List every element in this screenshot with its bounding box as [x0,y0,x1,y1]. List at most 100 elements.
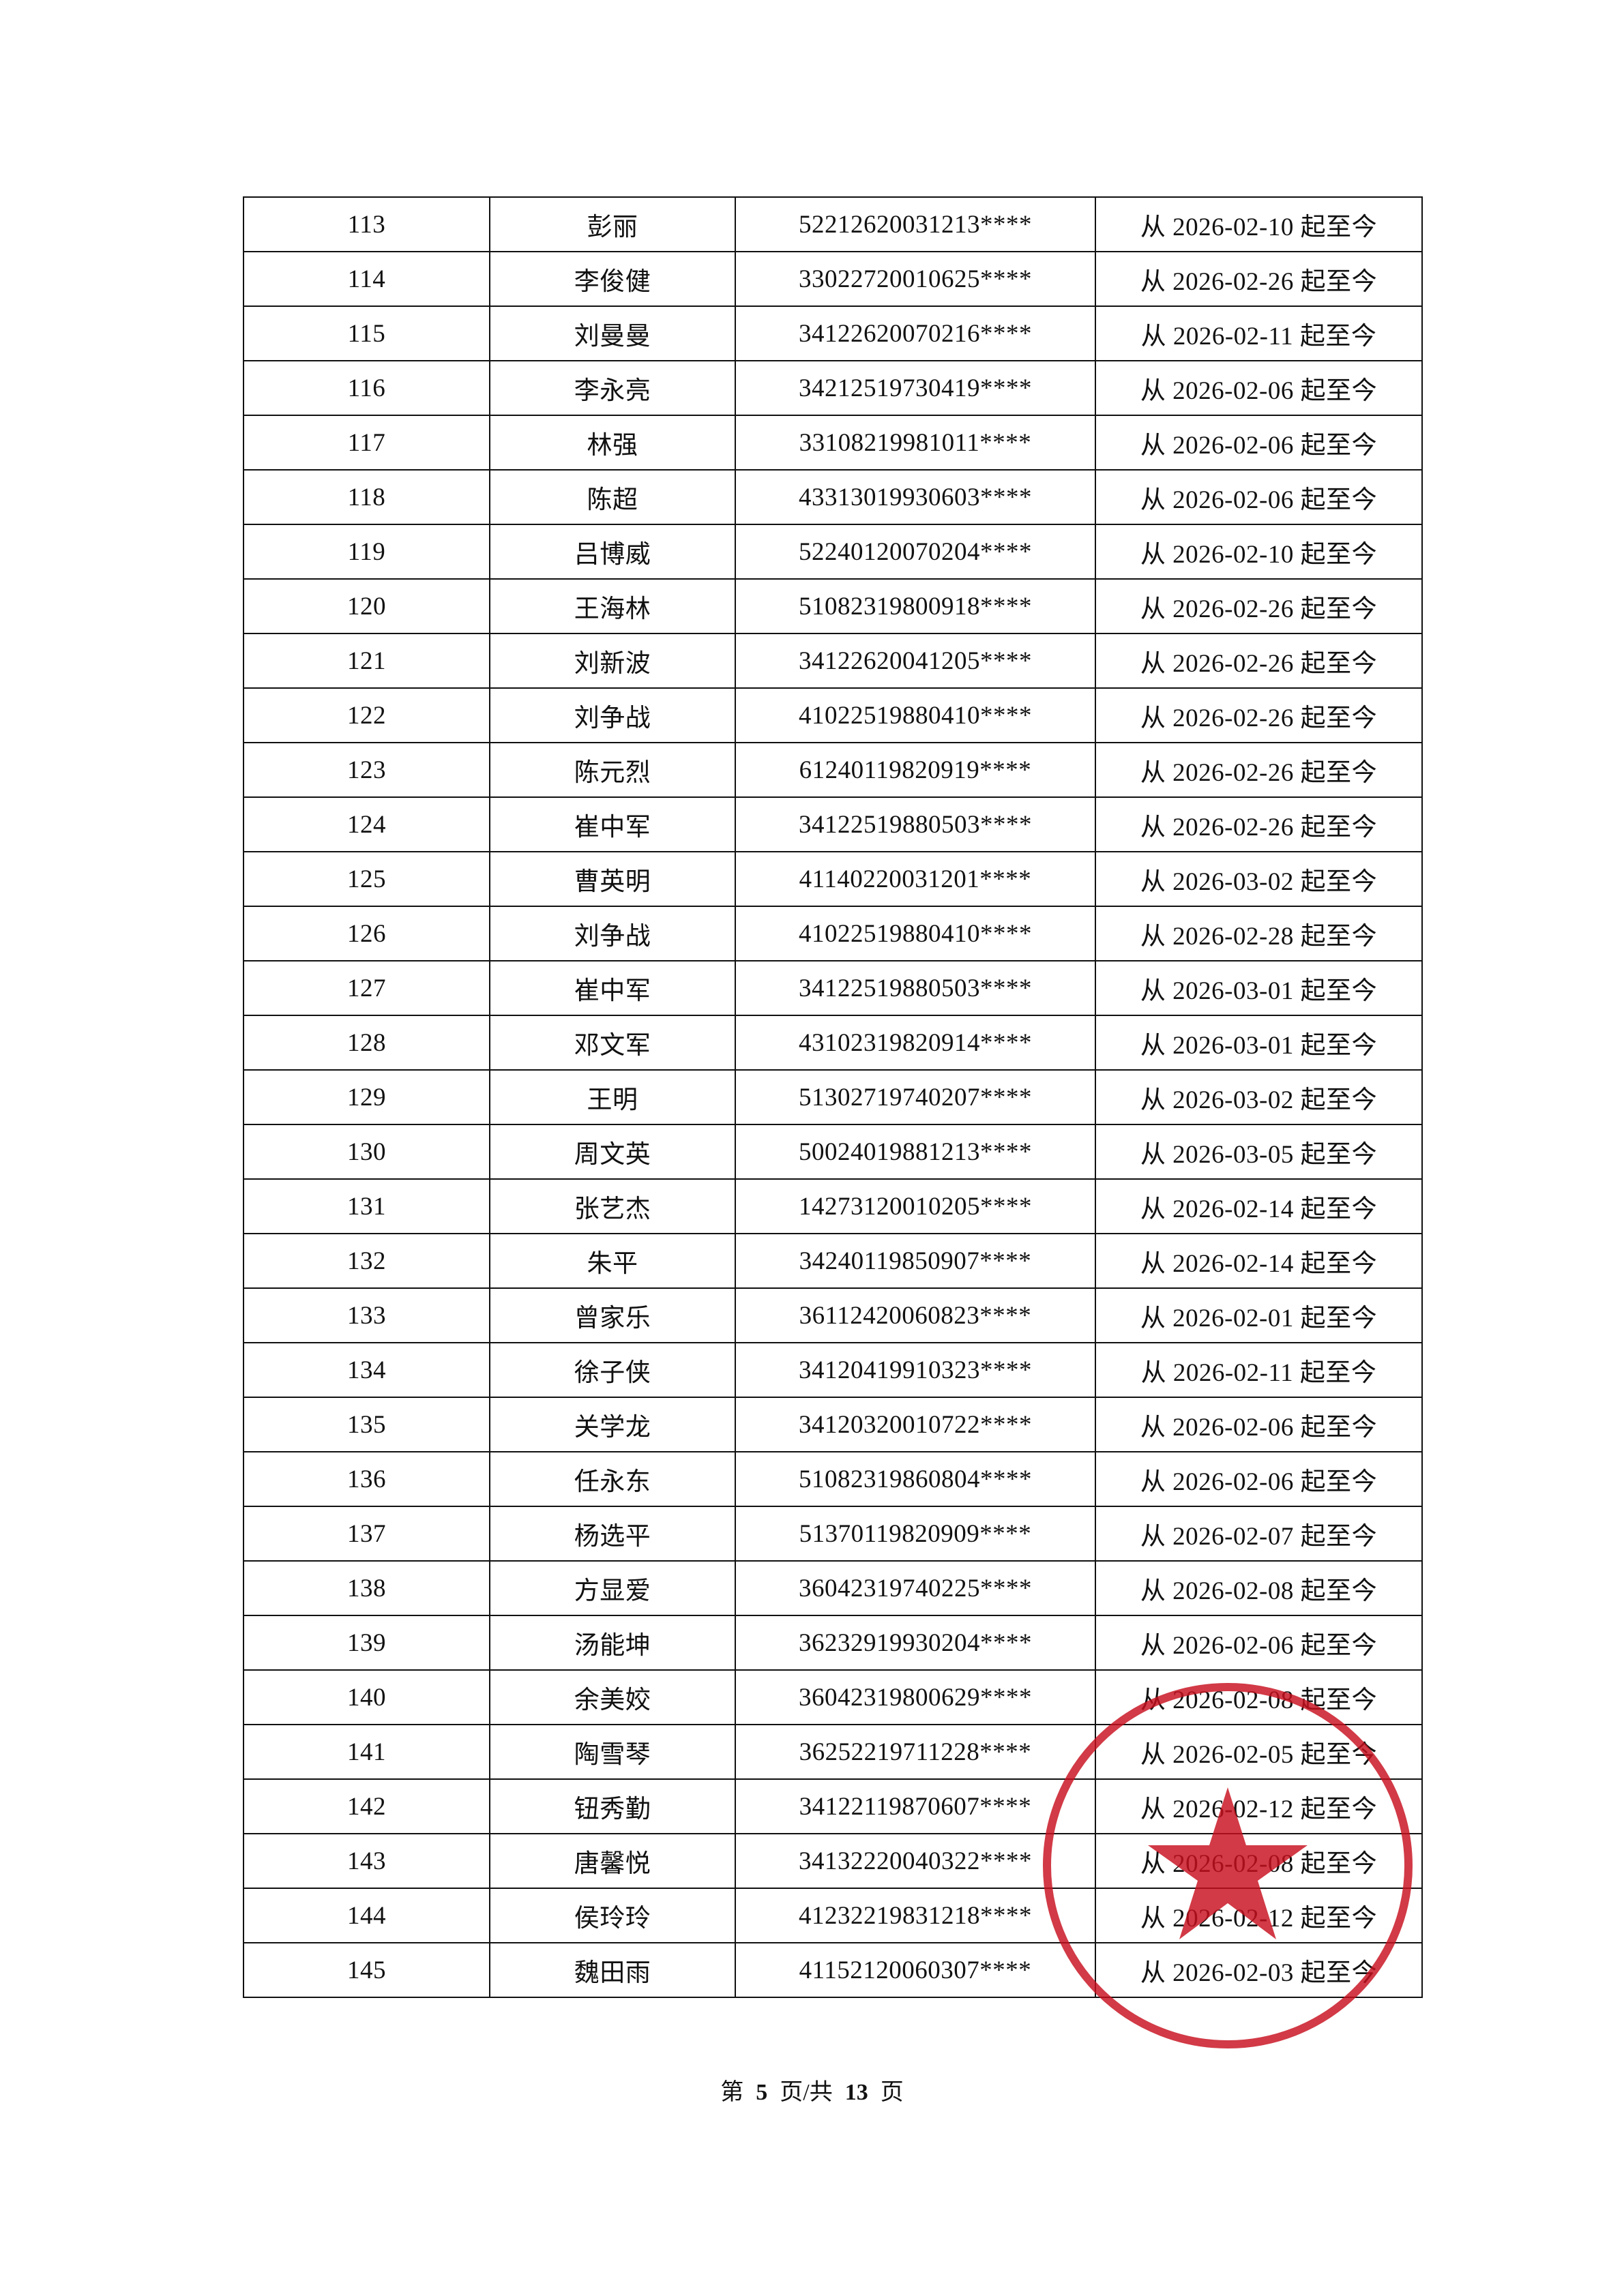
table-row: 139 汤能坤 36232919930204**** 从 2026-02-06 起至今 [243,1615,1423,1671]
id-number-cell: 34122620041205**** [735,633,1096,689]
table-row: 118 陈超 43313019930603**** 从 2026-02-06 起至今 [243,469,1423,525]
row-number-cell: 131 [243,1178,490,1234]
row-number-cell: 124 [243,796,490,852]
row-number-cell: 125 [243,851,490,907]
employee-name-cell: 曾家乐 [489,1287,736,1343]
table-row: 115 刘曼曼 34122620070216**** 从 2026-02-11 起至今 [243,305,1423,361]
row-number-cell: 129 [243,1069,490,1125]
row-number-cell: 113 [243,196,490,252]
id-number-cell: 51082319800918**** [735,578,1096,634]
employee-name-cell: 林强 [489,415,736,471]
employee-name-cell: 余美姣 [489,1669,736,1725]
id-number-cell: 34122519880503**** [735,796,1096,852]
period-cell: 从 2026-02-06 起至今 [1095,1397,1423,1452]
employee-name-cell: 朱平 [489,1233,736,1289]
id-number-cell: 43102319820914**** [735,1015,1096,1071]
table-row: 123 陈元烈 61240119820919**** 从 2026-02-26 起至今 [243,742,1423,798]
row-number-cell: 123 [243,742,490,798]
row-number-cell: 130 [243,1124,490,1180]
period-cell: 从 2026-02-10 起至今 [1095,524,1423,580]
table-row: 138 方显爱 36042319740225**** 从 2026-02-08 起至今 [243,1560,1423,1616]
row-number-cell: 116 [243,360,490,416]
employee-name-cell: 刘争战 [489,687,736,743]
period-cell: 从 2026-02-06 起至今 [1095,1451,1423,1507]
employee-name-cell: 刘争战 [489,906,736,961]
id-number-cell: 34240119850907**** [735,1233,1096,1289]
total-pages: 13 [844,2080,868,2105]
period-cell: 从 2026-02-28 起至今 [1095,906,1423,961]
table-row: 113 彭丽 52212620031213**** 从 2026-02-10 起至今 [243,196,1423,252]
employee-name-cell: 王明 [489,1069,736,1125]
id-number-cell: 34122519880503**** [735,960,1096,1016]
employee-name-cell: 彭丽 [489,196,736,252]
table-row: 131 张艺杰 14273120010205**** 从 2026-02-14 起至今 [243,1178,1423,1234]
current-page: 5 [756,2080,768,2105]
period-cell: 从 2026-02-26 起至今 [1095,578,1423,634]
table-row: 121 刘新波 34122620041205**** 从 2026-02-26 起至今 [243,633,1423,689]
employee-name-cell: 陈超 [489,469,736,525]
employee-name-cell: 杨选平 [489,1506,736,1562]
id-number-cell: 51370119820909**** [735,1506,1096,1562]
row-number-cell: 128 [243,1015,490,1071]
id-number-cell: 51302719740207**** [735,1069,1096,1125]
table-row: 137 杨选平 51370119820909**** 从 2026-02-07 起至今 [243,1506,1423,1562]
row-number-cell: 144 [243,1888,490,1943]
id-number-cell: 34122119870607**** [735,1778,1096,1834]
table-row: 122 刘争战 41022519880410**** 从 2026-02-26 起至今 [243,687,1423,743]
table-row: 129 王明 51302719740207**** 从 2026-03-02 起至今 [243,1069,1423,1125]
period-cell: 从 2026-03-02 起至今 [1095,851,1423,907]
id-number-cell: 36112420060823**** [735,1287,1096,1343]
table-row: 134 徐子侠 34120419910323**** 从 2026-02-11 起至今 [243,1342,1423,1398]
row-number-cell: 126 [243,906,490,961]
employee-name-cell: 吕博威 [489,524,736,580]
page-footer: 第 5 页/共 13 页 [0,2073,1624,2106]
employee-name-cell: 方显爱 [489,1560,736,1616]
period-cell: 从 2026-02-26 起至今 [1095,796,1423,852]
table-row: 124 崔中军 34122519880503**** 从 2026-02-26 起至今 [243,796,1423,852]
id-number-cell: 41232219831218**** [735,1888,1096,1943]
id-number-cell: 14273120010205**** [735,1178,1096,1234]
id-number-cell: 52240120070204**** [735,524,1096,580]
employee-name-cell: 任永东 [489,1451,736,1507]
id-number-cell: 36042319800629**** [735,1669,1096,1725]
footer-suffix: 页 [880,2080,904,2105]
row-number-cell: 143 [243,1833,490,1889]
id-number-cell: 33108219981011**** [735,415,1096,471]
employee-name-cell: 汤能坤 [489,1615,736,1671]
employee-name-cell: 曹英明 [489,851,736,907]
row-number-cell: 145 [243,1942,490,1998]
row-number-cell: 139 [243,1615,490,1671]
footer-middle: 页/共 [780,2080,833,2105]
id-number-cell: 41022519880410**** [735,906,1096,961]
id-number-cell: 33022720010625**** [735,251,1096,307]
id-number-cell: 36232919930204**** [735,1615,1096,1671]
table-row: 130 周文英 50024019881213**** 从 2026-03-05 起至今 [243,1124,1423,1180]
row-number-cell: 132 [243,1233,490,1289]
id-number-cell: 50024019881213**** [735,1124,1096,1180]
employee-name-cell: 陶雪琴 [489,1724,736,1780]
period-cell: 从 2026-02-26 起至今 [1095,251,1423,307]
period-cell: 从 2026-02-06 起至今 [1095,360,1423,416]
period-cell: 从 2026-02-05 起至今 [1095,1724,1423,1780]
id-number-cell: 34120419910323**** [735,1342,1096,1398]
footer-prefix: 第 [720,2080,744,2105]
table-body: 113 彭丽 52212620031213**** 从 2026-02-10 起至今 1… [243,196,1423,1998]
table-row: 127 崔中军 34122519880503**** 从 2026-03-01 起至今 [243,960,1423,1016]
row-number-cell: 134 [243,1342,490,1398]
period-cell: 从 2026-02-03 起至今 [1095,1942,1423,1998]
row-number-cell: 133 [243,1287,490,1343]
period-cell: 从 2026-02-06 起至今 [1095,415,1423,471]
row-number-cell: 118 [243,469,490,525]
employee-table: 113 彭丽 52212620031213**** 从 2026-02-10 起至今 1… [243,196,1423,1998]
id-number-cell: 41022519880410**** [735,687,1096,743]
table-row: 116 李永亮 34212519730419**** 从 2026-02-06 起至今 [243,360,1423,416]
row-number-cell: 120 [243,578,490,634]
period-cell: 从 2026-02-06 起至今 [1095,1615,1423,1671]
employee-name-cell: 周文英 [489,1124,736,1180]
period-cell: 从 2026-02-26 起至今 [1095,633,1423,689]
employee-name-cell: 崔中军 [489,796,736,852]
row-number-cell: 140 [243,1669,490,1725]
table-row: 132 朱平 34240119850907**** 从 2026-02-14 起至今 [243,1233,1423,1289]
period-cell: 从 2026-02-08 起至今 [1095,1560,1423,1616]
row-number-cell: 119 [243,524,490,580]
